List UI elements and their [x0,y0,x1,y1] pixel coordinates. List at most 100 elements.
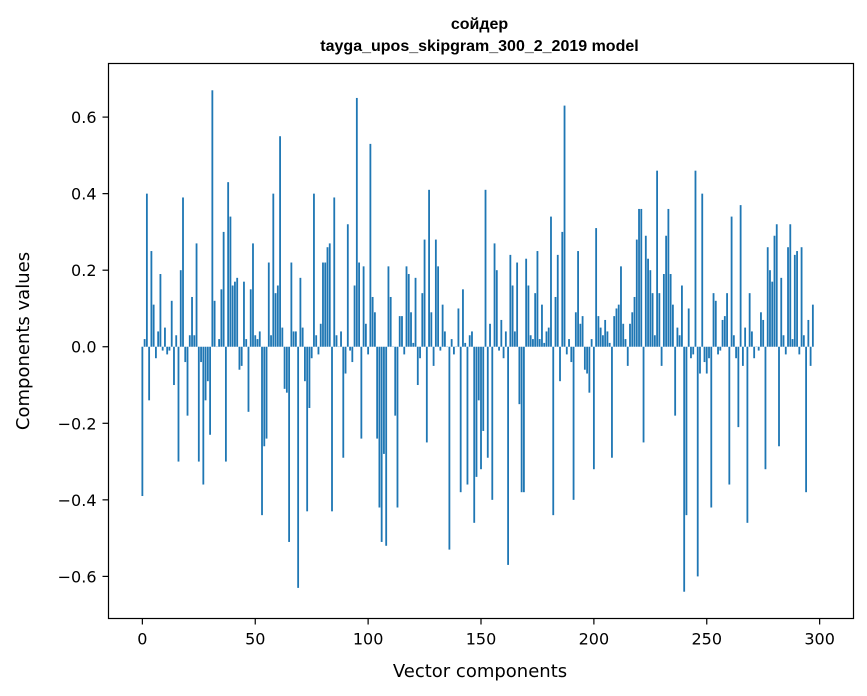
bar-232 [665,235,668,347]
bar-95 [355,97,358,347]
chart-title: сойдер [451,16,509,33]
bar-222 [642,346,645,443]
bar-199 [590,339,593,347]
bar-211 [617,304,620,347]
bar-255 [717,346,719,355]
bar-75 [310,346,313,359]
bar-47 [247,346,250,412]
bar-15 [175,335,178,347]
bar-4 [150,251,153,347]
bar-189 [568,339,570,347]
bar-23 [193,335,196,347]
bar-235 [671,304,674,347]
bar-225 [649,270,652,347]
bar-249 [703,346,706,363]
bar-7 [157,331,160,347]
bar-165 [513,331,516,347]
bar-90 [344,346,347,374]
bar-277 [766,247,769,347]
bar-22 [191,296,193,347]
x-tick-label: 150 [466,630,497,649]
bar-29 [206,346,209,382]
bar-55 [265,346,268,439]
bar-268 [746,346,749,523]
bar-144 [466,346,469,485]
bar-109 [387,266,390,347]
bar-152 [484,189,487,347]
bar-229 [658,293,661,347]
y-tick-label: −0.4 [58,491,97,510]
bar-250 [705,346,708,374]
x-axis-ticks: 0 50 100 150 200 250 300 [137,618,835,649]
bar-202 [597,316,600,347]
bar-12 [168,346,171,351]
bar-258 [723,316,726,347]
bar-228 [656,170,658,347]
bar-269 [748,293,751,347]
bar-84 [331,346,333,512]
bar-201 [595,228,598,347]
bar-110 [389,296,392,347]
bar-275 [762,319,765,347]
bar-96 [358,262,360,347]
bar-39 [229,216,232,347]
plot-frame [107,62,855,620]
bar-209 [613,316,616,347]
bar-184 [556,254,559,347]
bar-171 [527,285,530,347]
bar-126 [425,346,428,443]
bar-253 [712,293,715,347]
bar-73 [306,346,309,512]
bar-208 [611,346,613,458]
bar-60 [276,285,279,347]
bar-200 [592,346,595,470]
bar-66 [290,262,293,347]
bar-65 [288,346,291,542]
bar-129 [432,346,435,366]
bar-94 [353,285,356,347]
bar-153 [486,346,489,458]
bar-293 [802,335,805,347]
bar-233 [667,208,670,347]
bar-173 [532,339,534,347]
bar-263 [735,346,738,359]
bar-230 [660,346,663,366]
bar-48 [249,289,252,347]
bar-247 [699,346,701,374]
bar-50 [254,335,257,347]
bar-231 [662,274,665,347]
bar-44 [240,346,243,366]
bar-35 [220,289,223,347]
bar-273 [757,346,760,351]
bar-262 [732,335,735,347]
bar-172 [529,335,532,347]
y-axis-ticks: −0.6 −0.4 −0.2 0.0 0.2 0.4 0.6 [58,108,109,586]
bar-286 [787,247,789,347]
bar-116 [403,346,406,355]
bar-223 [644,235,647,347]
x-axis-label: Vector components [393,661,567,682]
bar-163 [509,254,512,347]
bar-234 [669,274,672,347]
bar-183 [554,296,557,347]
bar-58 [272,193,275,347]
bar-63 [283,346,286,389]
bar-71 [301,327,304,347]
y-tick-label: 0.2 [71,261,96,280]
bar-168 [520,346,523,493]
bar-9 [161,346,164,351]
bar-296 [809,346,812,366]
bar-17 [179,270,182,347]
bar-77 [315,335,318,347]
bar-37 [224,346,227,462]
bar-175 [536,251,539,347]
bar-26 [200,346,202,363]
bar-46 [245,339,248,347]
bar-132 [439,346,442,351]
bar-224 [647,258,649,347]
bar-295 [807,319,810,347]
bar-92 [349,346,351,351]
bar-76 [313,193,315,347]
bar-245 [694,170,697,347]
